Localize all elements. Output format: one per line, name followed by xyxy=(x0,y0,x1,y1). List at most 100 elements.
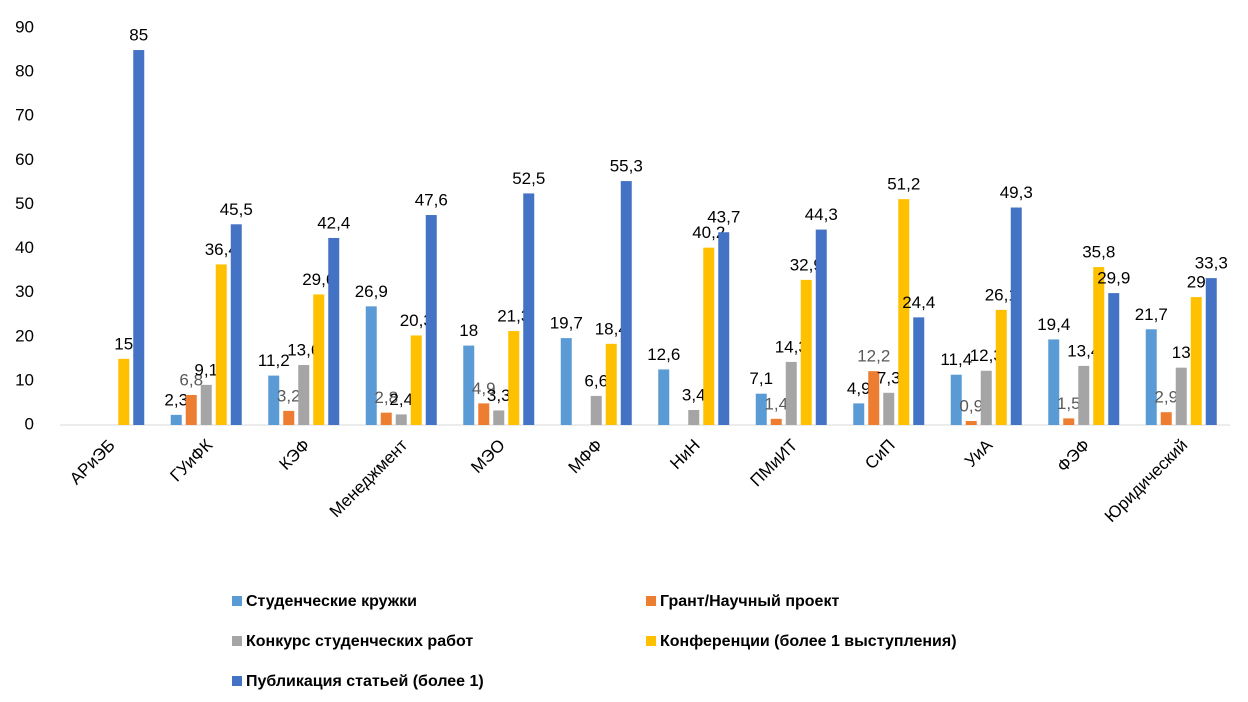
bar xyxy=(620,181,632,425)
bar xyxy=(703,247,715,425)
y-tick-label: 0 xyxy=(25,414,34,433)
data-label: 13 xyxy=(1172,343,1191,362)
bar xyxy=(815,229,827,425)
bar xyxy=(425,215,437,425)
bar xyxy=(590,395,602,425)
legend-swatch xyxy=(232,636,242,646)
x-tick-label: ФЭФ xyxy=(1053,436,1093,476)
bar xyxy=(770,418,782,425)
bar xyxy=(200,384,212,425)
data-label: 45,5 xyxy=(220,200,253,219)
bar xyxy=(1078,365,1090,425)
data-label: 55,3 xyxy=(610,157,643,176)
data-label: 3,2 xyxy=(277,386,301,405)
bar xyxy=(185,395,197,425)
data-label: 32,9 xyxy=(790,255,823,274)
data-label: 1,5 xyxy=(1057,394,1081,413)
x-tick-label: МФФ xyxy=(565,436,607,478)
bar xyxy=(365,306,377,425)
data-label: 13,4 xyxy=(1067,341,1100,360)
data-label: 19,7 xyxy=(550,314,583,333)
bar xyxy=(1145,329,1157,425)
bar xyxy=(800,279,812,425)
data-label: 26,1 xyxy=(985,285,1018,304)
data-label: 2,8 xyxy=(374,388,398,407)
y-tick-label: 80 xyxy=(15,62,34,81)
bar xyxy=(605,343,617,425)
data-label: 6,8 xyxy=(179,370,203,389)
data-label: 1,4 xyxy=(764,394,788,413)
bar xyxy=(298,365,310,425)
bar xyxy=(1048,339,1060,425)
data-label: 49,3 xyxy=(1000,183,1033,202)
x-tick-label: Менеджмент xyxy=(326,435,412,521)
bar xyxy=(560,338,572,425)
data-label: 36,4 xyxy=(205,240,238,259)
legend-label: Публикация статьей (более 1) xyxy=(246,673,484,690)
data-label: 13,6 xyxy=(287,340,320,359)
x-tick-label: МЭО xyxy=(467,436,508,477)
y-tick-label: 20 xyxy=(15,326,34,345)
data-label: 9,1 xyxy=(194,360,218,379)
data-label: 2,3 xyxy=(164,390,188,409)
x-tick-label: Юридический xyxy=(1101,436,1191,526)
data-label: 18,4 xyxy=(595,319,628,338)
bar xyxy=(950,374,962,425)
x-tick-label: АРиЭБ xyxy=(66,436,119,489)
y-tick-label: 90 xyxy=(15,17,34,36)
bar xyxy=(230,224,242,425)
x-tick-label: УиА xyxy=(961,435,997,471)
data-label: 85 xyxy=(129,26,148,45)
bar xyxy=(965,421,977,425)
bar xyxy=(853,403,865,425)
bar xyxy=(868,371,880,425)
data-label: 18 xyxy=(459,321,478,340)
data-label: 12,2 xyxy=(857,347,890,366)
data-label: 35,8 xyxy=(1082,243,1115,262)
data-label: 6,6 xyxy=(584,371,608,390)
data-label: 15 xyxy=(114,334,133,353)
bar xyxy=(118,358,130,425)
data-label: 43,7 xyxy=(707,208,740,227)
data-label: 44,3 xyxy=(805,205,838,224)
legend-label: Студенческие кружки xyxy=(246,593,417,610)
legend-swatch xyxy=(232,676,242,686)
data-label: 29,9 xyxy=(1097,269,1130,288)
data-label: 11,2 xyxy=(258,351,290,370)
data-label: 14,3 xyxy=(775,337,808,356)
y-tick-label: 10 xyxy=(15,370,34,389)
data-label: 33,3 xyxy=(1195,254,1228,273)
legend-swatch xyxy=(646,636,656,646)
bar xyxy=(898,199,910,425)
data-label: 29,6 xyxy=(302,270,335,289)
bar xyxy=(1063,418,1075,425)
data-label: 26,9 xyxy=(355,282,388,301)
data-label: 47,6 xyxy=(415,191,448,210)
bar xyxy=(980,370,992,425)
bar xyxy=(995,309,1007,425)
data-label: 3,4 xyxy=(682,385,706,404)
data-label: 2,9 xyxy=(1154,388,1178,407)
y-tick-label: 50 xyxy=(15,194,34,213)
bar xyxy=(718,232,730,425)
bar xyxy=(508,331,520,425)
bar xyxy=(313,294,325,425)
bar xyxy=(410,335,422,425)
y-tick-label: 30 xyxy=(15,282,34,301)
bar xyxy=(688,410,700,425)
data-label: 40,2 xyxy=(692,223,725,242)
data-label: 7,1 xyxy=(749,369,773,388)
data-label: 20,3 xyxy=(400,311,433,330)
bar xyxy=(328,237,340,425)
bar xyxy=(395,414,407,425)
legend-swatch xyxy=(232,596,242,606)
bar xyxy=(283,410,295,425)
bar xyxy=(658,369,670,425)
bar xyxy=(785,361,797,425)
data-label: 52,5 xyxy=(512,169,545,188)
x-tick-label: НиН xyxy=(666,436,704,474)
bar xyxy=(493,410,505,425)
data-label: 4,9 xyxy=(847,379,871,398)
bar xyxy=(1190,297,1202,425)
